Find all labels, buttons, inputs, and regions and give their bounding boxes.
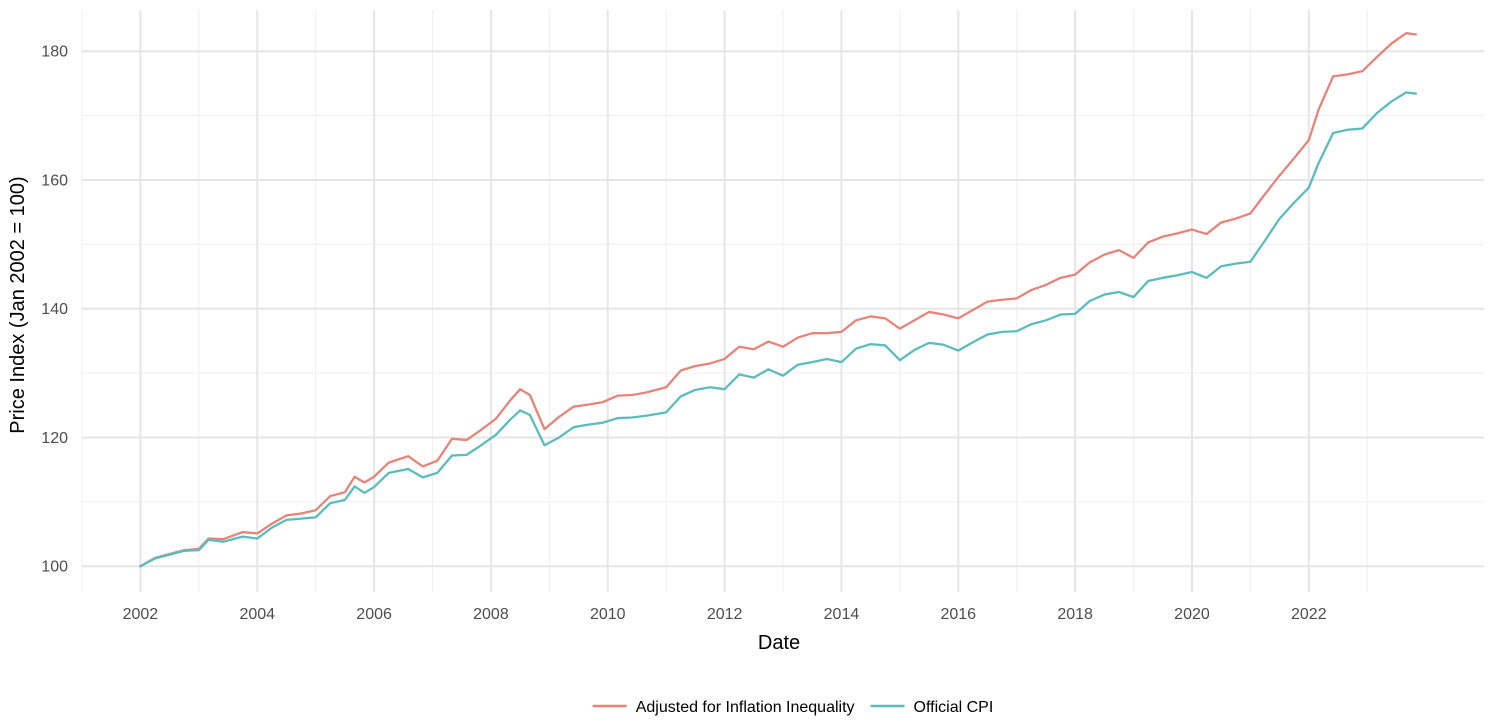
x-tick-label: 2014 (824, 606, 860, 623)
y-axis-title: Price Index (Jan 2002 = 100) (7, 176, 29, 433)
series-lines (139, 32, 1418, 568)
major-gridlines (82, 10, 1484, 592)
x-tick-label: 2018 (1057, 606, 1093, 623)
x-tick-label: 2010 (590, 606, 626, 623)
y-tick-label: 140 (41, 301, 68, 318)
x-tick-label: 2020 (1174, 606, 1210, 623)
y-axis-tick-labels: 100 120 140 160 180 (41, 44, 68, 576)
x-tick-label: 2006 (356, 606, 392, 623)
x-axis-title: Date (758, 632, 800, 654)
x-tick-label: 2002 (123, 606, 159, 623)
y-tick-label: 160 (41, 172, 68, 189)
y-tick-label: 180 (41, 44, 68, 61)
x-tick-label: 2022 (1291, 606, 1327, 623)
series-line-2 (139, 91, 1418, 568)
x-tick-label: 2016 (940, 606, 976, 623)
y-tick-label: 100 (41, 559, 68, 576)
minor-gridlines (81, 10, 1484, 592)
legend-label-1: Adjusted for Inflation Inequality (636, 699, 855, 716)
y-tick-label: 120 (41, 430, 68, 447)
x-tick-label: 2008 (473, 606, 509, 623)
x-tick-label: 2012 (707, 606, 743, 623)
legend-label-2: Official CPI (914, 699, 994, 716)
legend: Adjusted for Inflation Inequality Officia… (592, 699, 994, 716)
x-axis-tick-labels: 2002 2004 2006 2008 2010 2012 2014 2016 2018 2020… (123, 606, 1327, 623)
series-line-1 (139, 32, 1418, 568)
x-tick-label: 2004 (239, 606, 275, 623)
